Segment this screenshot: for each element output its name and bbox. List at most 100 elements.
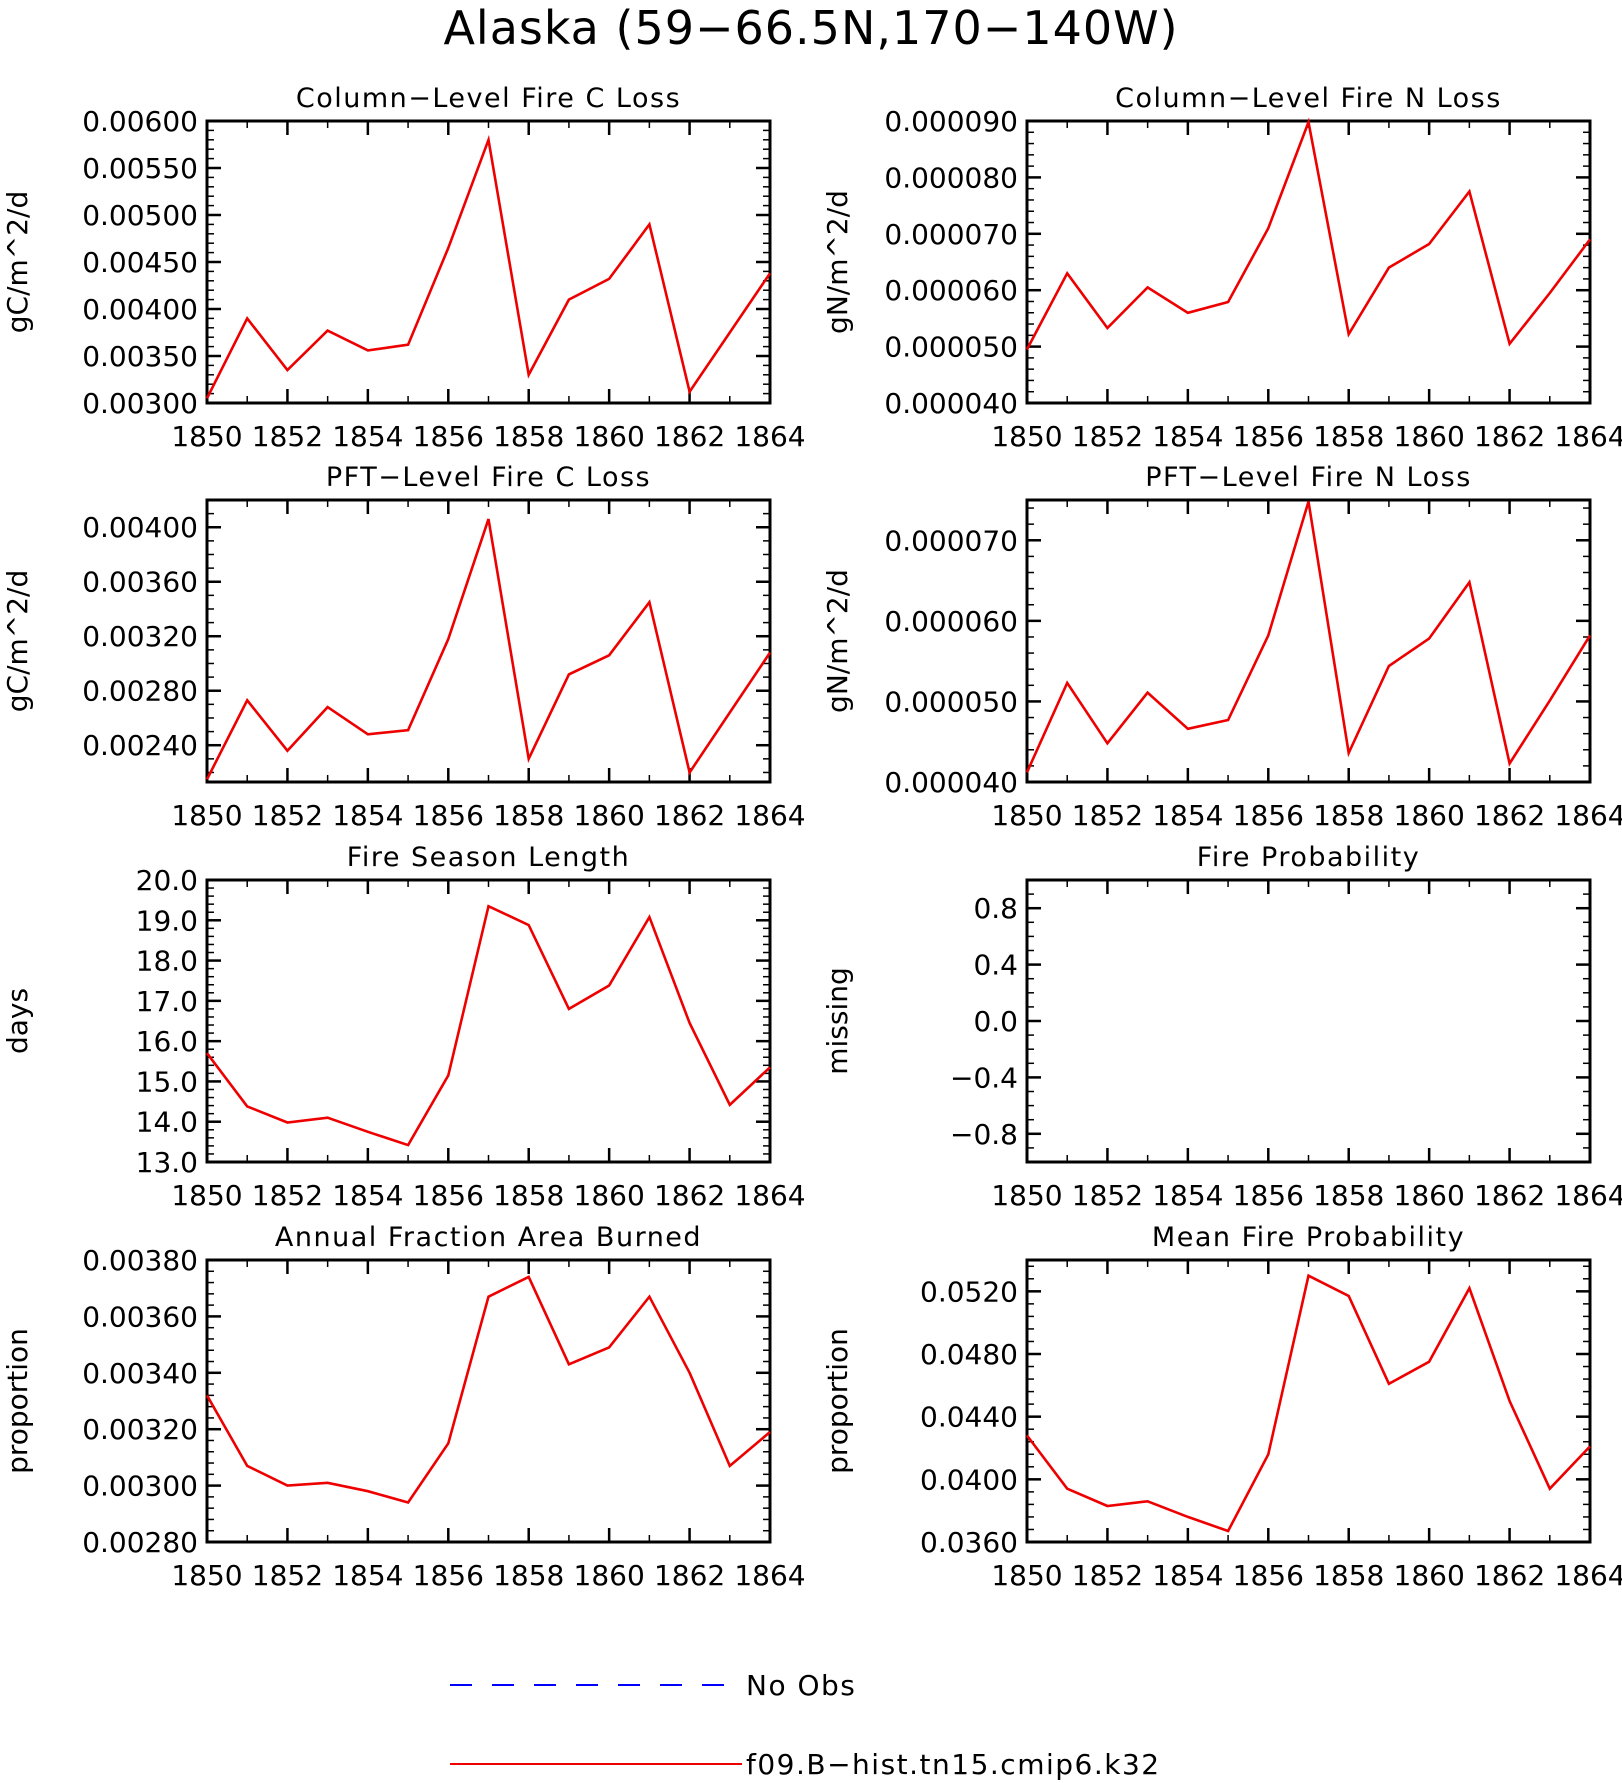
y-tick-label: 15.0 [136,1065,198,1098]
x-tick-label: 1850 [171,1179,242,1212]
plot-frame [1025,119,1592,405]
x-tick-label: 1854 [1152,799,1223,832]
legend-item: f09.B−hist.tn15.cmip6.k32 [450,1748,1159,1781]
chart-panel: Column−Level Fire N Loss 0.000040 0.000050… [821,83,1622,453]
y-tick-label: 18.0 [136,945,198,978]
y-tick-label: 13.0 [136,1146,198,1179]
panel-title: Column−Level Fire N Loss [1115,83,1502,114]
y-tick-label: 0.000050 [884,685,1018,718]
series-line [1025,1273,1591,1533]
y-tick-label: 0.000070 [884,218,1018,251]
y-tick-label: 0.0480 [920,1338,1018,1371]
panel-title: PFT−Level Fire C Loss [326,462,651,493]
series-line [1025,501,1592,773]
x-tick-label: 1852 [1072,1179,1143,1212]
x-tick-label: 1864 [1554,420,1622,453]
x-tick-label: 1856 [413,420,484,453]
y-axis-label: gN/m^2/d [821,190,854,334]
panel-title: Column−Level Fire C Loss [296,83,681,114]
y-tick-label: 16.0 [136,1025,198,1058]
x-tick-label: 1854 [332,1179,403,1212]
plot-frame [1025,1258,1592,1544]
y-tick-label: 0.00300 [82,1470,198,1503]
x-tick-label: 1858 [493,1559,564,1592]
y-tick-label: 0.000090 [884,105,1018,138]
x-tick-label: 1860 [1394,420,1465,453]
y-tick-label: 0.8 [973,892,1018,925]
y-tick-label: 0.00300 [82,387,198,420]
x-tick-label: 1860 [574,1179,645,1212]
series-line [205,134,772,399]
x-tick-label: 1862 [1474,1559,1545,1592]
x-tick-label: 1850 [991,1559,1062,1592]
x-tick-label: 1862 [1474,799,1545,832]
chart-panels: Column−Level Fire C Loss 0.00300 0.00350 0.… [1,83,1622,1592]
y-tick-label: 0.000050 [884,331,1018,364]
x-tick-label: 1852 [252,420,323,453]
x-tick-label: 1858 [493,1179,564,1212]
chart-panel: Mean Fire Probability 0.0360 0.0400 0.0440 0… [821,1222,1622,1592]
x-tick-label: 1856 [413,1559,484,1592]
y-tick-label: 19.0 [136,904,198,937]
x-tick-label: 1850 [991,420,1062,453]
y-tick-label: 0.00450 [82,246,198,279]
y-tick-label: 0.00550 [82,152,198,185]
y-tick-label: 0.000080 [884,161,1018,194]
series-line [1025,117,1592,351]
x-tick-label: 1862 [654,1179,725,1212]
y-tick-label: 0.00380 [82,1244,198,1277]
y-axis-label: missing [821,967,854,1075]
x-tick-label: 1862 [1474,420,1545,453]
plot-frame [1025,878,1592,1164]
chart-panel: Fire Probability −0.8 −0.4 0.0 0.4 0.8 1850 185… [821,842,1622,1212]
x-tick-label: 1862 [654,1559,725,1592]
plot-frame [205,878,772,1164]
x-tick-label: 1856 [1233,420,1304,453]
y-tick-label: 0.00600 [82,105,198,138]
x-tick-label: 1864 [1554,1179,1622,1212]
panel-title: Annual Fraction Area Burned [275,1222,702,1253]
legend: No Obs f09.B−hist.tn15.cmip6.k32 [450,1669,1159,1781]
y-tick-label: 0.00400 [82,511,198,544]
y-tick-label: 14.0 [136,1106,198,1139]
y-tick-label: 0.00280 [82,1526,198,1559]
panel-title: Fire Probability [1197,842,1421,873]
y-tick-label: 0.000070 [884,524,1018,557]
x-tick-label: 1852 [252,1179,323,1212]
y-axis-label: gN/m^2/d [821,569,854,713]
x-tick-label: 1858 [1313,1559,1384,1592]
x-tick-label: 1860 [574,799,645,832]
chart-panel: Annual Fraction Area Burned 0.00280 0.0030… [1,1222,806,1592]
panel-title: Fire Season Length [347,842,630,873]
x-tick-label: 1854 [332,1559,403,1592]
y-tick-label: 0.00320 [82,1413,198,1446]
chart-panel: PFT−Level Fire N Loss 0.000040 0.000050 0.0… [821,462,1622,832]
x-tick-label: 1850 [171,1559,242,1592]
y-tick-label: 0.4 [973,949,1018,982]
y-tick-label: 0.000040 [884,766,1018,799]
y-tick-label: 17.0 [136,985,198,1018]
x-tick-label: 1852 [252,799,323,832]
x-tick-label: 1852 [1072,799,1143,832]
x-tick-label: 1854 [1152,420,1223,453]
y-axis-label: days [1,988,34,1054]
y-tick-label: −0.8 [950,1118,1018,1151]
y-tick-label: 0.00240 [82,729,198,762]
x-tick-label: 1860 [1394,799,1465,832]
y-axis-label: proportion [1,1328,34,1474]
y-tick-label: 0.000040 [884,387,1018,420]
y-tick-label: 0.0360 [920,1526,1018,1559]
x-tick-label: 1858 [1313,1179,1384,1212]
x-tick-label: 1864 [1554,1559,1622,1592]
x-tick-label: 1864 [1554,799,1622,832]
x-tick-label: 1860 [1394,1559,1465,1592]
y-axis-label: proportion [821,1328,854,1474]
y-tick-label: 0.00360 [82,1300,198,1333]
x-tick-label: 1858 [1313,420,1384,453]
legend-label: No Obs [746,1669,856,1702]
y-tick-label: 0.00280 [82,675,198,708]
x-tick-label: 1852 [1072,420,1143,453]
x-tick-label: 1856 [1233,799,1304,832]
x-tick-label: 1862 [654,799,725,832]
y-axis-label: gC/m^2/d [1,191,34,334]
